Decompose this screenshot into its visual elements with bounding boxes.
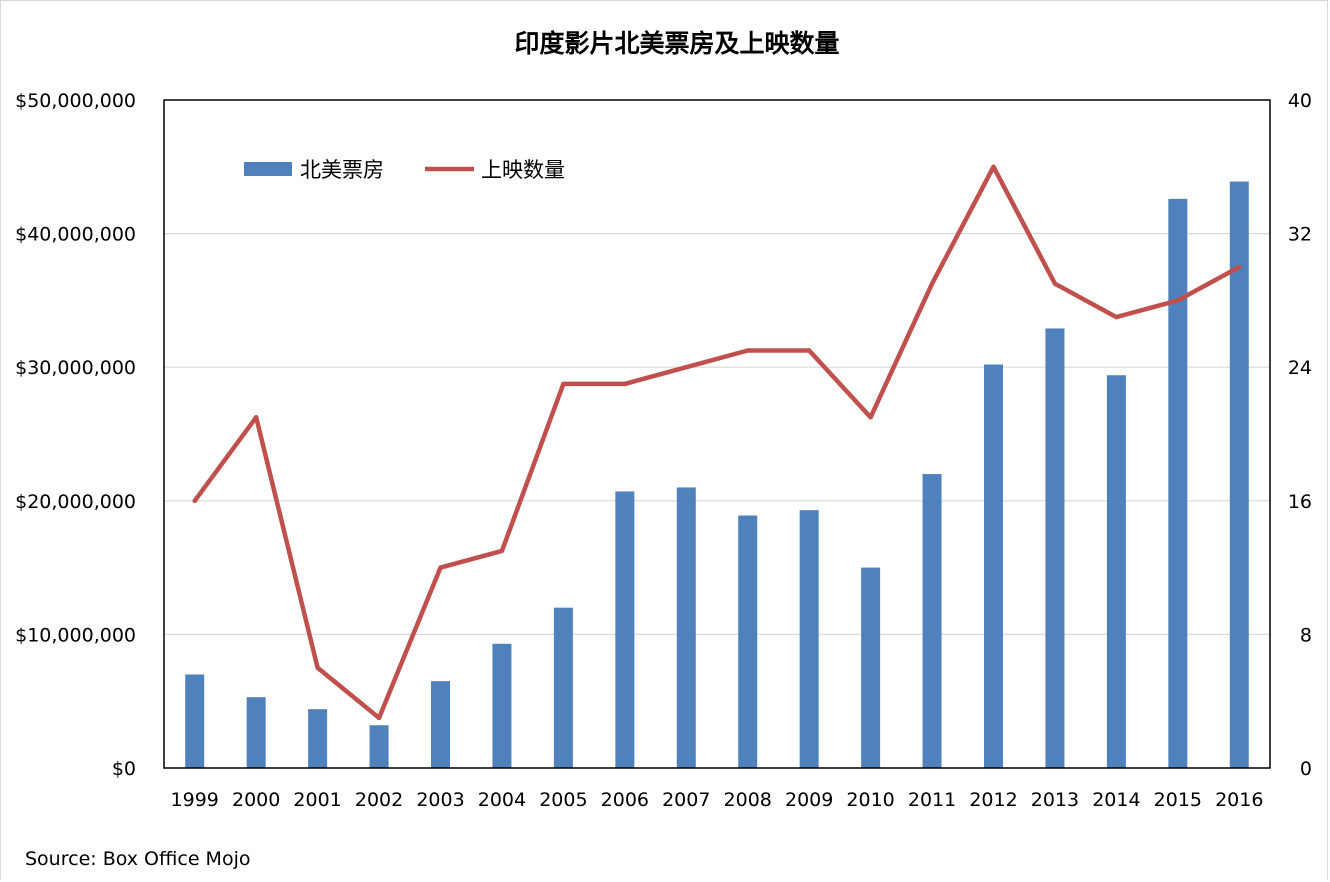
bar xyxy=(308,709,328,768)
right-tick-label: 16 xyxy=(1288,491,1312,513)
bar xyxy=(185,674,205,768)
left-tick-label: $10,000,000 xyxy=(15,624,136,646)
bar xyxy=(1229,181,1249,769)
line-point xyxy=(315,665,320,670)
bar xyxy=(492,643,512,768)
bar xyxy=(553,607,573,768)
x-tick-label: 2004 xyxy=(478,789,526,811)
x-tick-label: 2007 xyxy=(662,789,710,811)
series-line xyxy=(192,164,1242,721)
legend-label-line: 上映数量 xyxy=(481,158,565,182)
left-tick-label: $30,000,000 xyxy=(15,357,136,379)
line-point xyxy=(499,548,505,554)
x-tick-label: 2012 xyxy=(969,789,1017,811)
x-tick-label: 2016 xyxy=(1215,789,1263,811)
x-tick-label: 2008 xyxy=(724,789,772,811)
line-point xyxy=(991,164,996,169)
x-tick-label: 2014 xyxy=(1092,789,1140,811)
legend: 北美票房 上映数量 xyxy=(244,158,565,182)
x-axis-ticks: 1999 2000 2001 2002 2003 2004 2005 2006 2007 2008… xyxy=(171,789,1264,811)
legend-label-bar: 北美票房 xyxy=(300,158,384,182)
x-tick-label: 2006 xyxy=(601,789,649,811)
left-tick-label: $20,000,000 xyxy=(15,491,136,513)
left-axis-ticks: $0 $10,000,000 $20,000,000 $30,000,000 $40,0… xyxy=(15,90,136,780)
bar xyxy=(369,725,389,768)
bar xyxy=(1168,198,1188,768)
line-series xyxy=(192,164,1242,721)
bar xyxy=(1045,328,1065,768)
bar xyxy=(861,567,881,768)
right-tick-label: 32 xyxy=(1288,224,1312,246)
line-point xyxy=(1114,314,1119,320)
line-point xyxy=(438,565,443,570)
left-tick-label: $50,000,000 xyxy=(15,90,136,112)
x-tick-label: 1999 xyxy=(171,789,219,811)
line-point xyxy=(929,281,935,286)
x-tick-label: 2003 xyxy=(416,789,464,811)
bar xyxy=(431,681,450,768)
bar xyxy=(1106,375,1126,768)
x-tick-label: 2011 xyxy=(908,789,956,811)
line-point xyxy=(806,348,812,353)
bar xyxy=(984,364,1003,768)
line-point xyxy=(253,415,259,420)
x-tick-label: 2013 xyxy=(1031,789,1079,811)
gridlines xyxy=(164,233,1270,636)
x-tick-label: 2000 xyxy=(232,789,280,811)
bar xyxy=(799,510,819,768)
bar xyxy=(738,515,758,768)
line-point xyxy=(745,348,750,353)
x-tick-label: 2010 xyxy=(846,789,894,811)
left-tick-label: $0 xyxy=(112,758,136,780)
line-point xyxy=(192,498,197,503)
right-tick-label: 0 xyxy=(1300,758,1312,780)
right-axis-ticks: 0 8 16 24 32 40 xyxy=(1288,90,1312,780)
right-tick-label: 8 xyxy=(1300,624,1312,646)
source-note: Source: Box Office Mojo xyxy=(25,848,250,870)
line-point xyxy=(684,365,689,370)
right-tick-label: 40 xyxy=(1288,90,1312,112)
x-tick-label: 2009 xyxy=(785,789,833,811)
right-tick-label: 24 xyxy=(1288,357,1312,379)
line-point xyxy=(868,415,873,420)
bar-series xyxy=(185,181,1249,769)
line-point xyxy=(561,381,566,387)
x-tick-label: 2005 xyxy=(539,789,587,811)
line-point xyxy=(1052,281,1058,286)
line-point xyxy=(1237,264,1242,270)
bar xyxy=(246,697,266,768)
left-tick-label: $40,000,000 xyxy=(15,224,136,246)
line-point xyxy=(1175,298,1181,303)
bar xyxy=(615,491,635,768)
chart-title: 印度影片北美票房及上映数量 xyxy=(514,29,839,58)
bar xyxy=(922,474,942,768)
x-tick-label: 2002 xyxy=(355,789,403,811)
line-point xyxy=(622,381,628,387)
plot-area-border xyxy=(163,99,1271,769)
x-tick-label: 2015 xyxy=(1154,789,1202,811)
x-tick-label: 2001 xyxy=(293,789,341,811)
bar xyxy=(676,487,696,768)
legend-swatch-bar xyxy=(244,162,292,176)
line-point xyxy=(376,715,382,721)
